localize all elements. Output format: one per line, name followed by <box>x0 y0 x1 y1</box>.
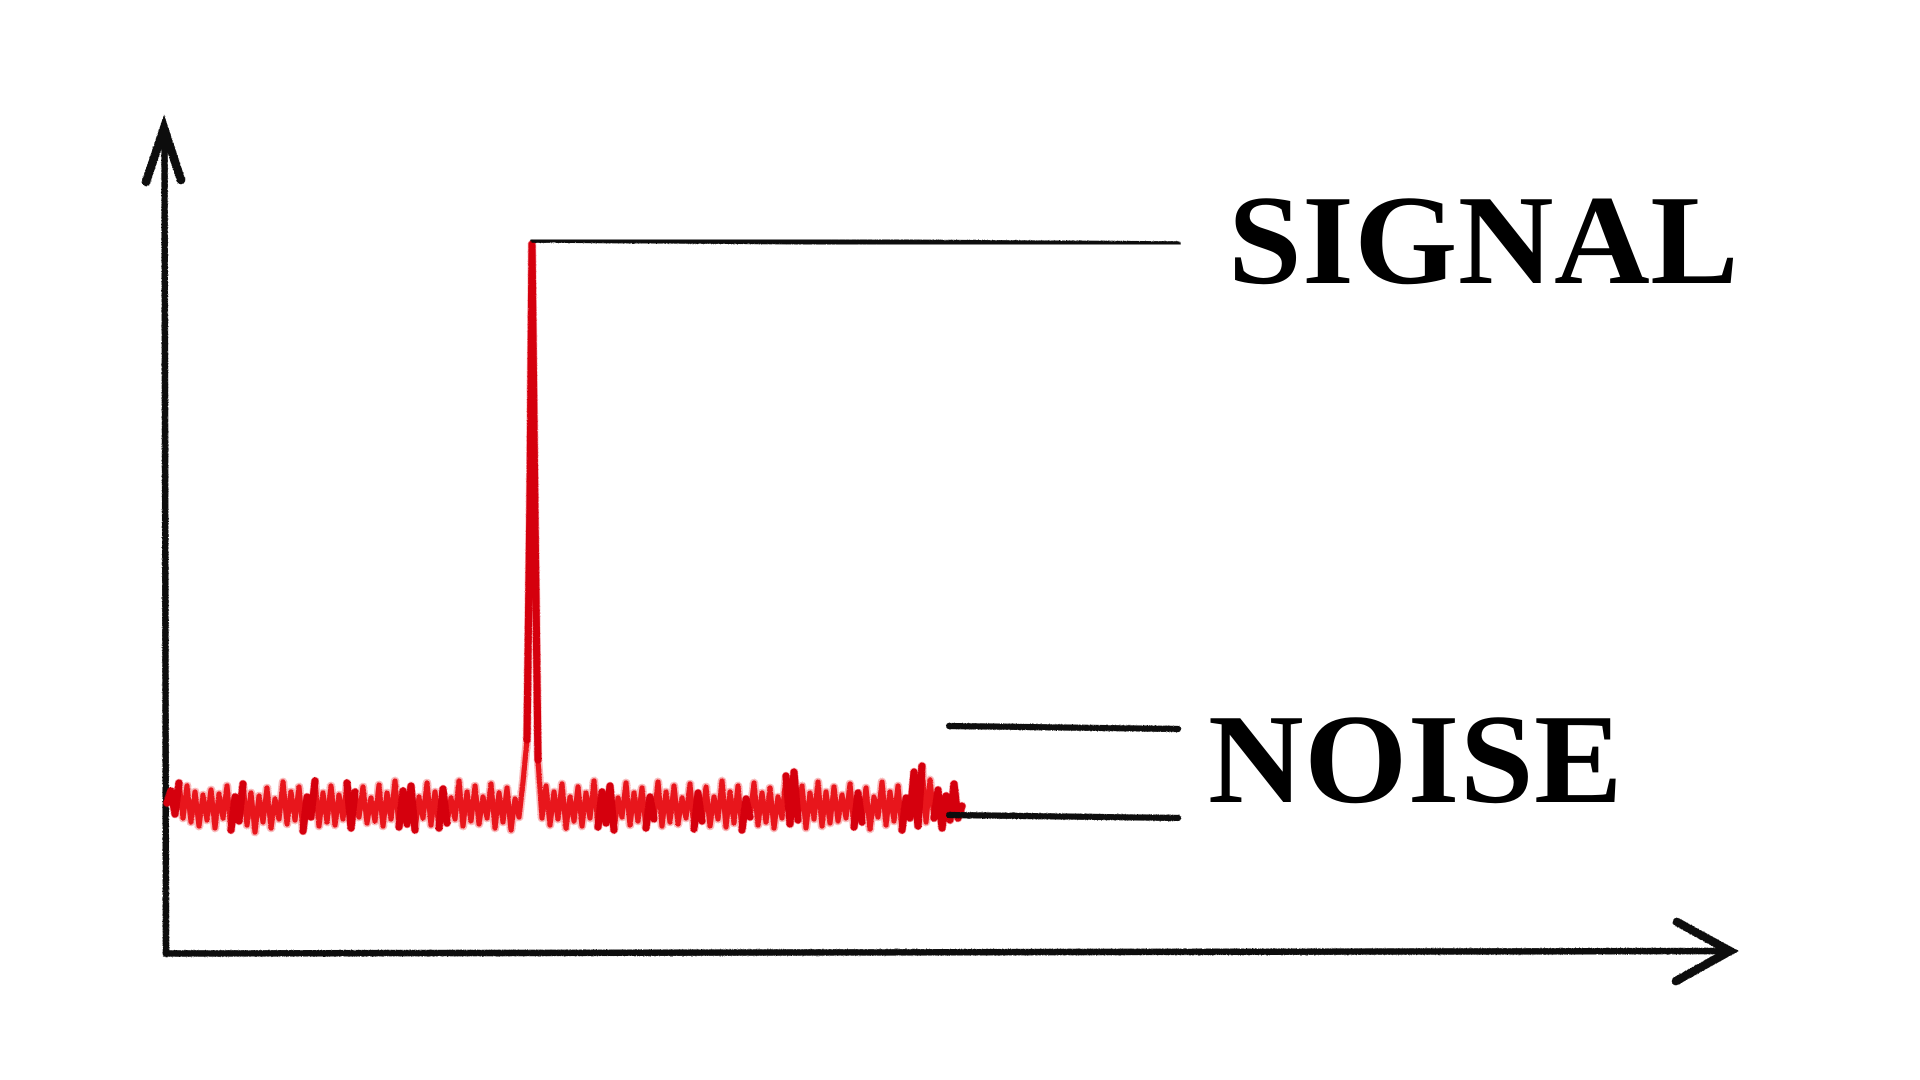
axes-group <box>141 114 1739 986</box>
signal-trace <box>162 239 967 837</box>
x-axis <box>162 917 1739 986</box>
y-axis <box>141 114 186 958</box>
trace-accents-a <box>163 240 966 835</box>
y-axis-arrowhead <box>141 114 186 187</box>
x-axis-arrowhead <box>1671 917 1739 986</box>
noise-annotation-label: NOISE <box>1208 688 1623 830</box>
signal-annotation-label: SIGNAL <box>1228 169 1740 311</box>
signal-leader-line <box>530 237 1181 247</box>
noise-bracket-top-line <box>945 722 1182 733</box>
trace-underlay <box>162 239 967 837</box>
noise-bracket-bottom-line <box>945 811 1182 822</box>
noise-bracket <box>945 722 1182 822</box>
trace-path <box>164 241 965 835</box>
